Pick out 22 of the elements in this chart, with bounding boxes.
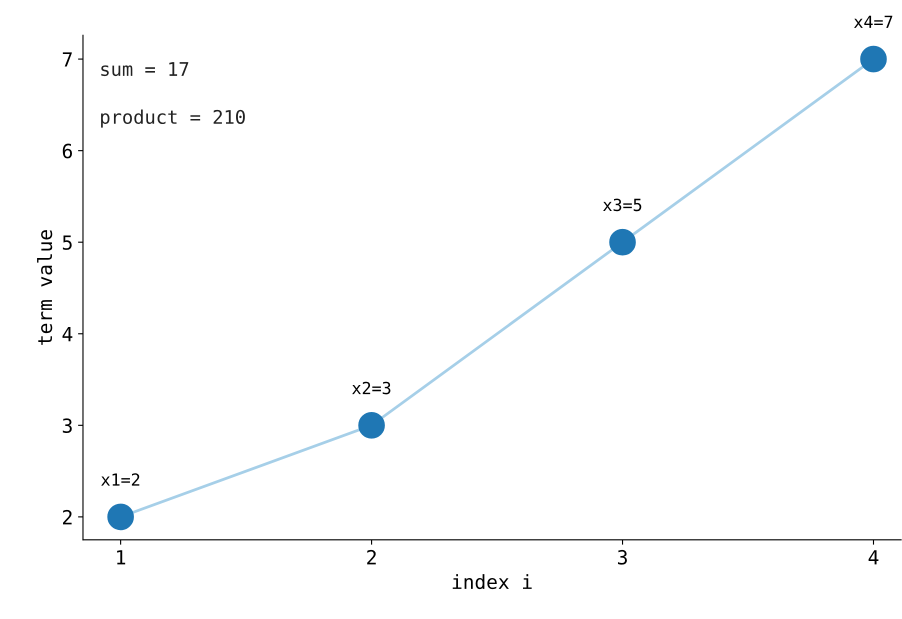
data-label: x2=3	[352, 382, 390, 394]
point	[860, 46, 887, 72]
y-tick-label: 5	[62, 235, 72, 250]
x-tick-label: 2	[367, 550, 376, 564]
x-tick-label: 4	[868, 550, 878, 564]
y-tick-label: 3	[62, 418, 72, 434]
y-tick-label: 4	[62, 327, 72, 342]
y-axis-title: term value	[37, 230, 52, 345]
y-tick-label: 2	[63, 510, 72, 524]
data-label: x4=7	[854, 16, 892, 28]
x-tick-label: 1	[117, 550, 126, 564]
point	[358, 412, 385, 439]
annotation: sum = 17	[101, 62, 188, 76]
data-label: x3=5	[603, 198, 642, 212]
annotation: product = 210	[101, 110, 245, 128]
y-tick-label: 6	[62, 144, 72, 158]
data-label: x1=2	[101, 473, 140, 486]
y-tick-label: 7	[62, 52, 72, 67]
x-tick-label: 3	[618, 550, 627, 565]
x-axis-title: index i	[452, 574, 532, 590]
point	[107, 504, 134, 530]
point	[609, 228, 636, 256]
